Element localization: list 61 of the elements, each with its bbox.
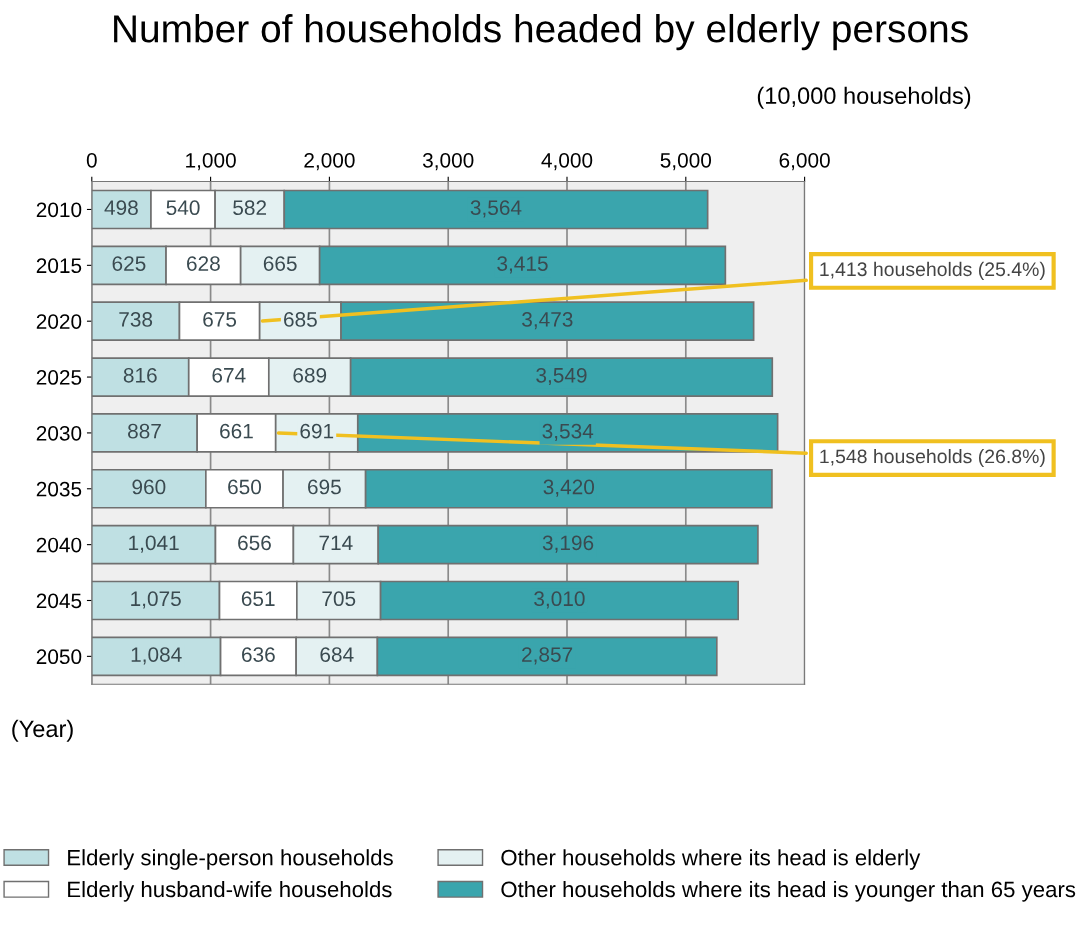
x-tick-label: 2,000	[304, 152, 355, 171]
data-label: 665	[263, 256, 297, 271]
data-label: 1,084	[131, 647, 182, 665]
data-label: 816	[123, 367, 157, 383]
y-axis-title: (Year)	[12, 719, 73, 742]
data-label: 714	[319, 535, 353, 551]
data-label: 3,564	[470, 200, 522, 218]
y-tick-label: 2010	[36, 202, 82, 218]
data-label: 675	[203, 312, 237, 327]
x-tick-label: 0	[86, 152, 97, 168]
x-axis-title: (10,000 households)	[757, 86, 971, 109]
data-label: 625	[112, 256, 146, 271]
annotation: 1,548 households (26.8%)	[820, 448, 1045, 468]
legend-label: Elderly single-person households	[68, 849, 393, 870]
data-label: 689	[293, 367, 327, 383]
data-label: 674	[212, 367, 246, 383]
data-label: 3,415	[497, 256, 548, 274]
data-label: 498	[104, 200, 138, 216]
y-tick-label: 2025	[36, 370, 82, 385]
data-label: 650	[228, 479, 262, 495]
x-tick-label: 4,000	[541, 152, 593, 171]
data-label: 695	[308, 479, 341, 495]
data-label: 1,041	[129, 535, 179, 553]
x-tick-label: 5,000	[660, 152, 712, 171]
data-label: 3,534	[542, 423, 594, 441]
data-label: 1,075	[131, 591, 181, 609]
data-label: 738	[119, 312, 153, 327]
y-tick-label: 2050	[36, 649, 82, 665]
data-label: 636	[242, 647, 275, 662]
data-label: 628	[187, 256, 220, 271]
data-label: 3,420	[543, 479, 595, 497]
data-label: 656	[238, 535, 271, 551]
data-label: 887	[128, 423, 161, 439]
legend-label: Elderly husband-wife households	[68, 880, 392, 902]
y-tick-label: 2015	[36, 258, 82, 274]
data-label: 685	[284, 312, 317, 327]
data-label: 2,857	[522, 647, 573, 665]
legend-label: Other households where its head is younger than 65 years	[501, 880, 1076, 902]
data-label: 540	[166, 200, 200, 216]
data-label: 3,473	[522, 312, 573, 330]
y-tick-label: 2045	[36, 593, 82, 609]
x-tick-label: 6,000	[779, 152, 830, 171]
y-tick-label: 2040	[36, 537, 82, 553]
x-tick-label: 1,000	[186, 152, 236, 171]
data-label: 705	[322, 591, 356, 607]
data-label: 3,010	[534, 591, 585, 609]
data-label: 651	[241, 591, 275, 607]
y-tick-label: 2035	[36, 481, 82, 497]
y-tick-label: 2020	[36, 314, 82, 329]
data-label: 960	[132, 479, 166, 495]
data-label: 3,549	[536, 367, 587, 386]
x-tick-label: 3,000	[422, 152, 474, 171]
data-label: 691	[300, 423, 334, 439]
data-label: 684	[320, 647, 354, 662]
y-tick-label: 2030	[36, 425, 82, 441]
data-label: 3,196	[542, 535, 594, 553]
data-label: 582	[233, 200, 267, 216]
data-label: 661	[220, 423, 253, 439]
legend-label: Other households where its head is elderly	[501, 849, 921, 870]
chart-title: Number of households headed by elderly persons	[114, 13, 968, 51]
annotation: 1,413 households (25.4%)	[820, 261, 1045, 280]
